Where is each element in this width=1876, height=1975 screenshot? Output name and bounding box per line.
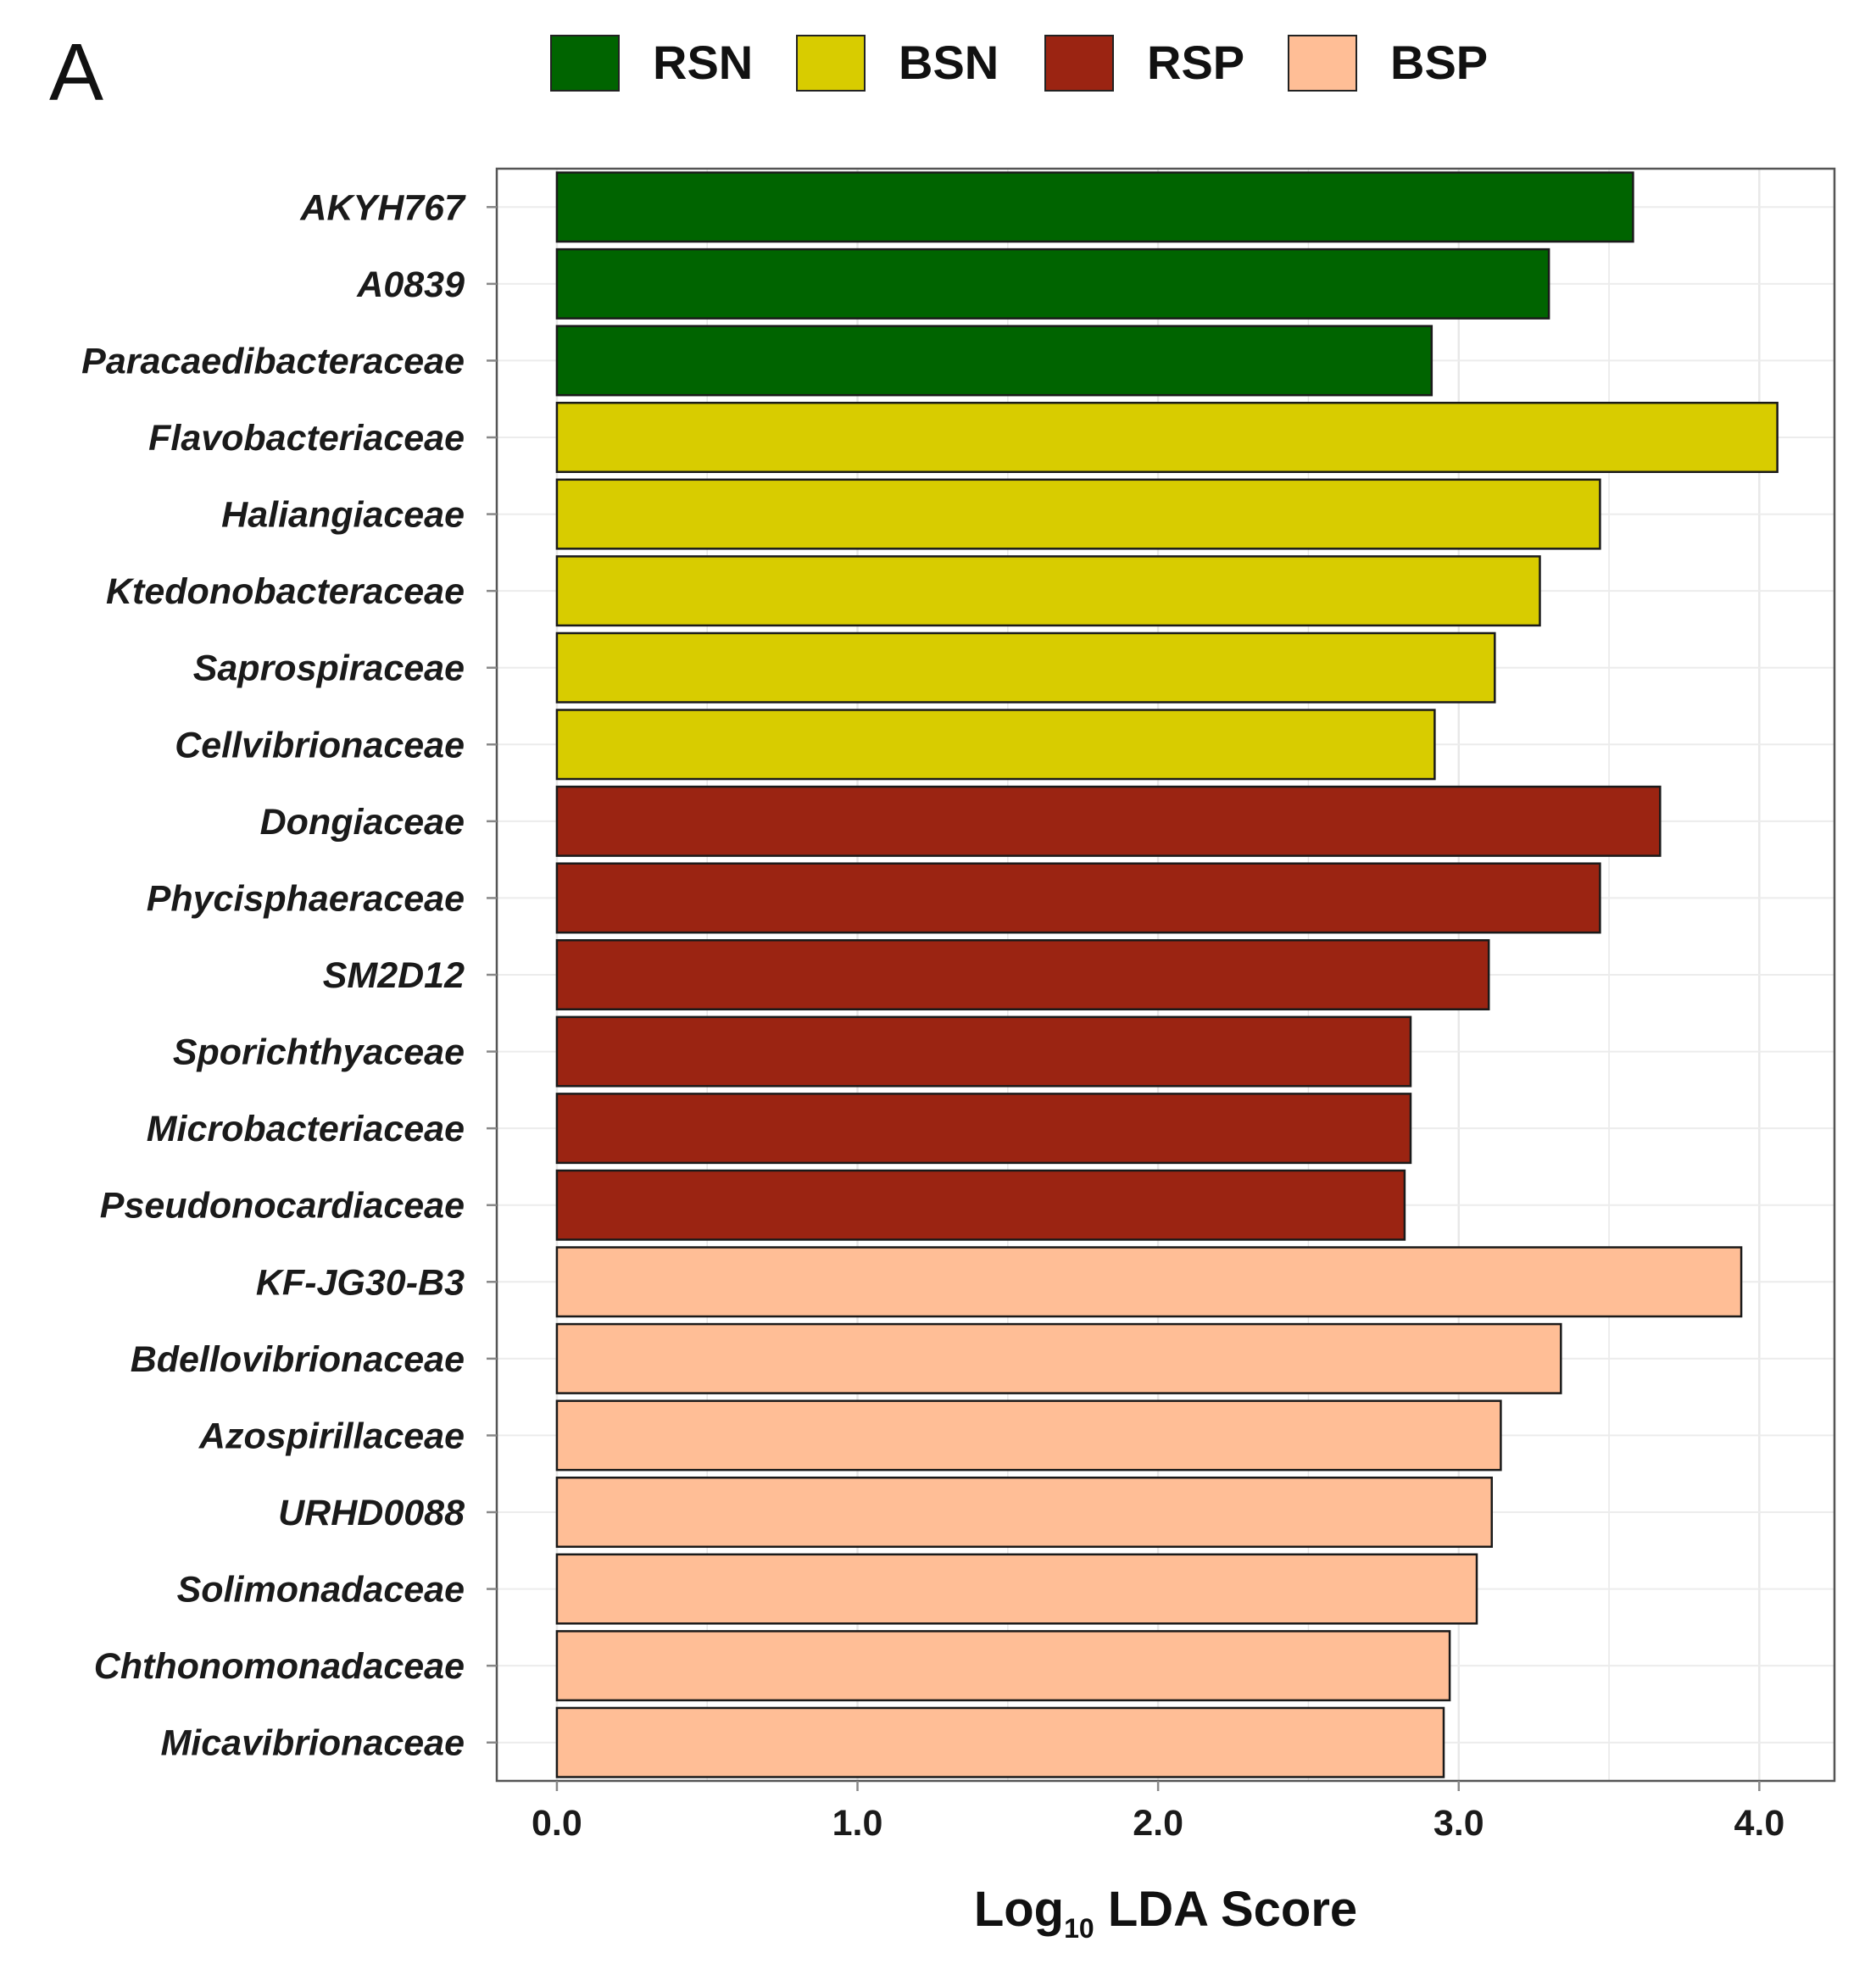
category-label-a0839: A0839 (356, 264, 465, 305)
category-label-paracaedibacteraceae: Paracaedibacteraceae (81, 341, 465, 381)
bar-cellvibrionaceae (555, 709, 1436, 781)
bar-micavibrionaceae (555, 1706, 1445, 1778)
bar-azospirillaceae (555, 1399, 1502, 1472)
bar-bdellovibrionaceae (555, 1322, 1562, 1394)
x-axis-title-rest: LDA Score (1094, 1882, 1357, 1937)
category-label-urhd0088: URHD0088 (278, 1493, 465, 1533)
bar-dongiaceae (555, 785, 1662, 857)
category-label-micavibrionaceae: Micavibrionaceae (160, 1723, 465, 1764)
category-label-flavobacteriaceae: Flavobacteriaceae (148, 418, 465, 459)
bar-microbacteriaceae (555, 1093, 1412, 1165)
x-tick-label: 3.0 (1433, 1803, 1484, 1844)
legend-item-bsp: BSP (1288, 35, 1488, 92)
category-label-microbacteriaceae: Microbacteriaceae (147, 1109, 465, 1149)
bar-sm2d12 (555, 938, 1490, 1011)
bar-akyh767 (555, 171, 1634, 243)
category-label-chthonomonadaceae: Chthonomonadaceae (94, 1646, 465, 1687)
category-label-sm2d12: SM2D12 (323, 955, 465, 996)
category-label-kf-jg30-b3: KF-JG30-B3 (256, 1262, 465, 1303)
legend-swatch-rsn (550, 35, 620, 92)
legend-item-rsn: RSN (550, 35, 753, 92)
bar-kf-jg30-b3 (555, 1246, 1743, 1318)
legend-swatch-rsp (1044, 35, 1114, 92)
bar-sporichthyaceae (555, 1015, 1412, 1088)
category-label-azospirillaceae: Azospirillaceae (198, 1416, 465, 1456)
x-axis-title-base: Log (974, 1882, 1064, 1937)
legend-item-bsn: BSN (796, 35, 999, 92)
bar-solimonadaceae (555, 1553, 1478, 1625)
bar-pseudonocardiaceae (555, 1169, 1406, 1241)
x-axis-title-subscript: 10 (1064, 1913, 1094, 1944)
category-label-haliangiaceae: Haliangiaceae (221, 495, 465, 536)
category-label-cellvibrionaceae: Cellvibrionaceae (175, 725, 465, 765)
category-label-pseudonocardiaceae: Pseudonocardiaceae (100, 1186, 465, 1227)
legend-swatch-bsp (1288, 35, 1357, 92)
bar-a0839 (555, 248, 1550, 320)
bar-ktedonobacteraceae (555, 555, 1541, 627)
panel-label: A (49, 27, 103, 118)
bar-saprospiraceae (555, 631, 1496, 704)
x-axis-ticks: 0.0 1.0 2.0 3.0 4.0 (532, 1781, 1784, 1844)
category-label-solimonadaceae: Solimonadaceae (177, 1570, 465, 1611)
bar-urhd0088 (555, 1476, 1493, 1549)
bar-phycisphaeraceae (555, 862, 1601, 934)
category-label-bdellovibrionaceae: Bdellovibrionaceae (131, 1339, 465, 1380)
category-label-sporichthyaceae: Sporichthyaceae (173, 1032, 465, 1073)
x-axis-title: Log10 LDA Score (974, 1882, 1357, 1944)
category-label-saprospiraceae: Saprospiraceae (193, 648, 465, 689)
bar-chthonomonadaceae (555, 1630, 1451, 1702)
category-label-akyh767: AKYH767 (299, 187, 466, 228)
legend-label-bsp: BSP (1390, 36, 1488, 89)
legend-label-rsn: RSN (653, 36, 753, 89)
category-label-dongiaceae: Dongiaceae (260, 802, 465, 843)
category-label-ktedonobacteraceae: Ktedonobacteraceae (106, 571, 465, 612)
x-tick-label: 2.0 (1133, 1803, 1183, 1844)
x-tick-label: 0.0 (532, 1803, 582, 1844)
bar-haliangiaceae (555, 478, 1601, 550)
legend-swatch-bsn (796, 35, 866, 92)
legend-label-bsn: BSN (899, 36, 999, 89)
x-tick-label: 1.0 (832, 1803, 883, 1844)
bars (555, 171, 1779, 1778)
category-label-phycisphaeraceae: Phycisphaeraceae (147, 878, 465, 919)
bar-paracaedibacteraceae (555, 325, 1433, 397)
bar-flavobacteriaceae (555, 401, 1779, 474)
legend-item-rsp: RSP (1044, 35, 1244, 92)
legend: RSN BSN RSP BSP (550, 35, 1488, 92)
x-tick-label: 4.0 (1734, 1803, 1784, 1844)
category-labels: AKYH767 A0839 Paracaedibacteraceae Flavobac… (81, 187, 497, 1764)
legend-label-rsp: RSP (1147, 36, 1244, 89)
